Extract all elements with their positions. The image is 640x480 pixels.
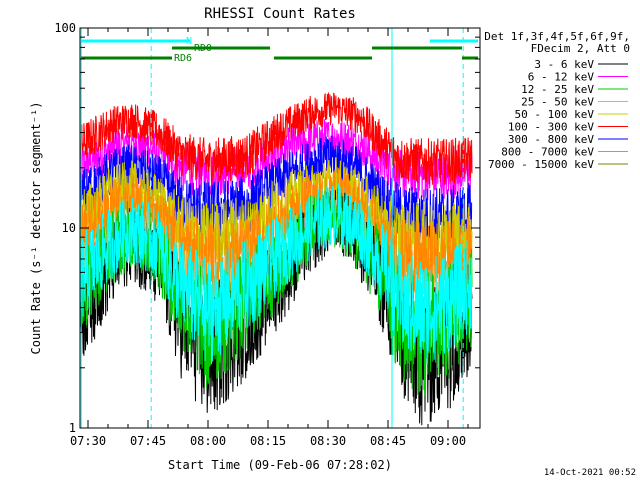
x-tick-label: 07:45 <box>130 434 166 448</box>
series-line-100-300-kev <box>79 92 473 186</box>
legend-label: 50 - 100 keV <box>515 108 595 121</box>
legend-label: 800 - 7000 keV <box>501 146 594 159</box>
legend-label: 7000 - 15000 keV <box>488 158 594 171</box>
x-tick-label: 09:00 <box>430 434 466 448</box>
x-tick-label: 07:30 <box>70 434 106 448</box>
y-axis: 1 10 100 <box>54 21 480 435</box>
x-tick-label: 08:45 <box>370 434 406 448</box>
series-line-300-800-kev <box>79 135 473 251</box>
legend-label: 12 - 25 keV <box>521 83 594 96</box>
legend-label: 3 - 6 keV <box>534 58 594 71</box>
legend-header-line-2: FDecim 2, Att 0 <box>531 42 630 55</box>
x-tick-label: 08:15 <box>250 434 286 448</box>
annotation-label-rd0: RD0 <box>194 43 212 54</box>
footer-timestamp: 14-Oct-2021 00:52 <box>544 468 636 478</box>
legend-header-line-1: Det 1f,3f,4f,5f,6f,9f, <box>484 30 630 43</box>
x-tick-label: 08:30 <box>310 434 346 448</box>
legend-label: 100 - 300 keV <box>508 121 594 134</box>
legend-label: 6 - 12 keV <box>528 71 595 84</box>
y-axis-label: Count Rate (s⁻¹ detector segment⁻¹) <box>29 102 43 355</box>
x-axis: 07:30 07:45 08:00 08:15 08:30 08:45 09:00 <box>70 28 469 448</box>
x-tick-label: 08:00 <box>190 434 226 448</box>
x-axis-label: Start Time (09-Feb-06 07:28:02) <box>168 458 392 472</box>
chart-title: RHESSI Count Rates <box>204 6 356 22</box>
y-tick-label: 1 <box>69 421 76 435</box>
y-tick-label: 100 <box>54 21 76 35</box>
legend-label: 25 - 50 keV <box>521 96 594 109</box>
y-tick-label: 10 <box>62 221 76 235</box>
legend: Det 1f,3f,4f,5f,6f,9f, FDecim 2, Att 0 3… <box>484 30 630 171</box>
series-line-25-50-kev <box>79 183 473 365</box>
trace-group <box>79 92 473 426</box>
annotation-label-rd6: RD6 <box>174 53 192 64</box>
legend-label: 300 - 800 keV <box>508 133 594 146</box>
annotation-label-n: N <box>186 36 192 47</box>
